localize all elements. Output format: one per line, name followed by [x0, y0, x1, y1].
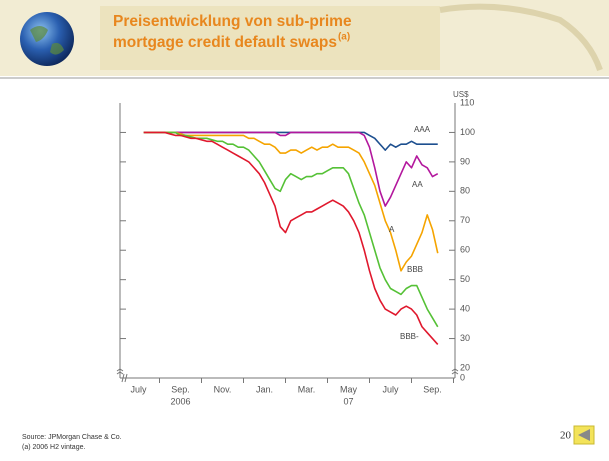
x-tick-label: Jan.: [256, 384, 273, 394]
x-tick-label: Mar.: [298, 384, 316, 394]
y-tick-label: 70: [460, 215, 470, 225]
x-sublabel: 07: [343, 396, 353, 406]
y-tick-label: 100: [460, 127, 475, 137]
series-label: AA: [412, 180, 423, 189]
axis-break: [121, 373, 128, 383]
plot: US$ 020 30 40 50 60 70 80 90 100 110 July Sep. Nov. Ja…: [116, 90, 475, 406]
series-line: [143, 131, 439, 328]
globe-land: [30, 26, 64, 55]
y-unit: US$: [453, 90, 469, 99]
series-line: [143, 131, 439, 207]
series-label: BBB: [407, 265, 423, 274]
y-tick-label: 30: [460, 333, 470, 343]
title-line: Preisentwicklung von sub-prime: [113, 13, 352, 30]
globe-icon: [20, 12, 74, 66]
page-number: 20: [560, 430, 572, 442]
x-tick-label: Nov.: [214, 384, 232, 394]
footnote: (a) 2006 H2 vintage.: [22, 444, 85, 451]
title-panel: [100, 6, 440, 70]
x-tick-label: Sep.: [423, 384, 442, 394]
series-label: BBB-: [400, 332, 419, 341]
series-line: [143, 131, 439, 345]
y-tick-label: 60: [460, 245, 470, 255]
y-tick-label: 90: [460, 156, 470, 166]
axis-break: [116, 368, 124, 375]
y-tick-label: 40: [460, 303, 470, 313]
y-tick-label: 110: [460, 97, 474, 107]
x-tick-label: July: [382, 384, 399, 394]
x-tick-label: May: [340, 384, 358, 394]
back-arrow[interactable]: [578, 429, 590, 441]
x-tick-label: Sep.: [171, 384, 190, 394]
series-label: A: [389, 225, 395, 234]
x-tick-label: July: [130, 384, 147, 394]
back-button[interactable]: [573, 425, 595, 445]
y-tick-label: 0: [460, 372, 465, 382]
map-decoration: [439, 3, 603, 72]
source: Source: JPMorgan Chase & Co.: [22, 434, 122, 441]
series-label: AAA: [414, 125, 431, 134]
title-superscript: (a): [338, 32, 350, 43]
title-line: mortgage credit default swaps: [113, 34, 337, 51]
x-sublabel: 2006: [170, 396, 190, 406]
series-line: [143, 131, 439, 272]
axis-break: [451, 368, 459, 375]
y-tick-label: 80: [460, 186, 470, 196]
y-tick-label: 50: [460, 274, 470, 284]
y-tick-label: 20: [460, 362, 470, 372]
